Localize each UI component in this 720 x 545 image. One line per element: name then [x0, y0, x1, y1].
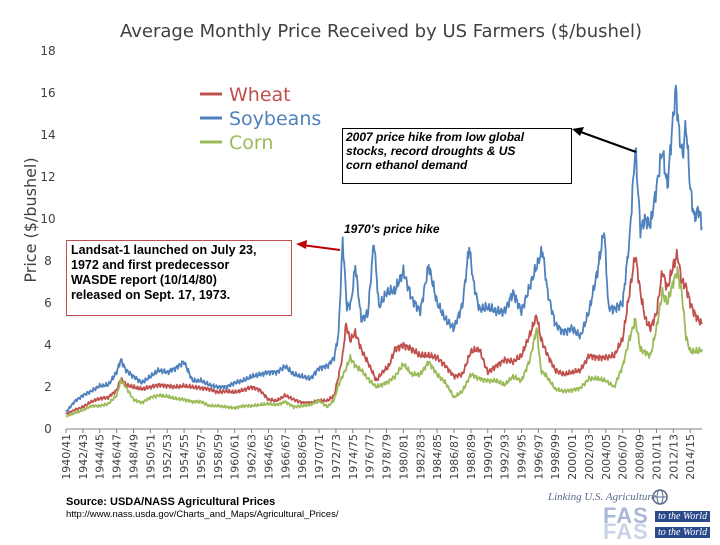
x-tick-label: 1970/71 [313, 434, 326, 480]
x-tick-label: 1968/69 [296, 434, 309, 480]
x-axis-ticks: 1940/41 1942/43 1944/45 1946/47 1948/49 1950/… [60, 429, 697, 480]
annotation-landsat: Landsat-1 launched on July 23, 1972 and … [66, 240, 292, 316]
x-tick-label: 1988/89 [465, 434, 478, 480]
x-tick-label: 1960/61 [229, 434, 242, 480]
x-tick-label: 1942/43 [77, 434, 90, 480]
y-tick-label: 10 [40, 212, 55, 226]
y-tick-label: 8 [44, 254, 52, 268]
legend-label-wheat: Wheat [229, 84, 291, 106]
chart-title: Average Monthly Price Received by US Far… [120, 21, 642, 42]
series-line-corn [65, 265, 703, 418]
x-tick-label: 2008/09 [634, 434, 647, 480]
x-tick-label: 2014/15 [684, 434, 697, 480]
x-tick-label: 1994/95 [515, 434, 528, 480]
x-tick-label: 1950/51 [144, 434, 157, 480]
x-tick-label: 1962/63 [246, 434, 259, 480]
source-url[interactable]: http://www.nass.usda.gov/Charts_and_Maps… [66, 509, 339, 520]
x-tick-label: 1948/49 [127, 434, 140, 480]
series-line-soybeans [65, 84, 703, 413]
x-tick-label: 1946/47 [111, 434, 124, 480]
logo-fas-bottom: FAS [603, 519, 649, 544]
legend-label-soybeans: Soybeans [229, 108, 321, 130]
x-tick-label: 2010/11 [650, 434, 663, 480]
annotation-2007: 2007 price hike from low global stocks, … [342, 128, 572, 184]
logo-world-bottom: to the World [655, 527, 711, 538]
logo-fas-top: FAS [603, 503, 649, 528]
x-tick-label: 2012/13 [667, 434, 680, 480]
x-tick-label: 1966/67 [279, 434, 292, 480]
x-tick-label: 1980/81 [397, 434, 410, 480]
x-tick-label: 1956/57 [195, 434, 208, 480]
globe-icon [652, 489, 668, 505]
y-tick-label: 18 [40, 44, 55, 58]
logo-tagline: Linking U.S. Agriculture [548, 491, 657, 503]
y-tick-label: 2 [44, 380, 52, 394]
x-tick-label: 1986/87 [448, 434, 461, 480]
x-tick-label: 1974/75 [347, 434, 360, 480]
annotation-landsat-line-3: WASDE report (10/14/80) [71, 273, 217, 287]
arrow-1970s-head [296, 240, 307, 249]
x-tick-label: 1954/55 [178, 434, 191, 480]
x-tick-label: 1984/85 [431, 434, 444, 480]
x-tick-label: 2000/01 [566, 434, 579, 480]
annotation-1970s-line-1: 1970's price hike [344, 222, 440, 236]
annotation-landsat-line-1: Landsat-1 launched on July 23, [71, 243, 257, 257]
y-tick-label: 12 [40, 170, 55, 184]
x-tick-label: 1958/59 [212, 434, 225, 480]
y-tick-label: 14 [40, 128, 55, 142]
legend-label-corn: Corn [229, 132, 273, 154]
y-tick-label: 4 [44, 338, 52, 352]
y-tick-label: 0 [44, 422, 52, 436]
x-tick-label: 1976/77 [364, 434, 377, 480]
x-tick-label: 2004/05 [600, 434, 613, 480]
x-tick-label: 1964/65 [262, 434, 275, 480]
x-tick-label: 2002/03 [583, 434, 596, 480]
annotation-landsat-line-2: 1972 and first predecessor [71, 258, 230, 272]
x-tick-label: 1992/93 [499, 434, 512, 480]
x-tick-label: 1996/97 [532, 434, 545, 480]
annotation-1970s: 1970's price hike [344, 222, 440, 236]
annotation-2007-line-2: stocks, record droughts & US [346, 144, 516, 158]
x-tick-label: 1982/83 [414, 434, 427, 480]
x-tick-label: 1978/79 [381, 434, 394, 480]
x-tick-label: 1940/41 [60, 434, 73, 480]
x-tick-label: 1952/53 [161, 434, 174, 480]
series-line-wheat [65, 248, 703, 415]
arrow-2007-head [572, 127, 584, 136]
x-tick-label: 2006/07 [617, 434, 630, 480]
y-tick-label: 16 [40, 86, 55, 100]
annotation-2007-line-1: 2007 price hike from low global [346, 130, 525, 144]
source-line: Source: USDA/NASS Agricultural Prices [66, 496, 276, 508]
logo-world-top: to the World [655, 511, 711, 522]
x-tick-label: 1990/91 [482, 434, 495, 480]
series-lines [65, 84, 703, 418]
annotation-landsat-line-4: released on Sept. 17, 1973. [71, 288, 231, 302]
x-tick-label: 1972/73 [330, 434, 343, 480]
y-axis-ticks: 0 2 4 6 8 10 12 14 16 18 [40, 44, 55, 436]
y-tick-label: 6 [44, 296, 52, 310]
y-axis-label: Price ($/bushel) [21, 157, 40, 282]
arrow-2007-line [577, 130, 637, 153]
annotation-2007-line-3: corn ethanol demand [346, 158, 468, 172]
arrow-1970s-line [301, 244, 341, 251]
x-tick-label: 1944/45 [94, 434, 107, 480]
x-tick-label: 1998/99 [549, 434, 562, 480]
